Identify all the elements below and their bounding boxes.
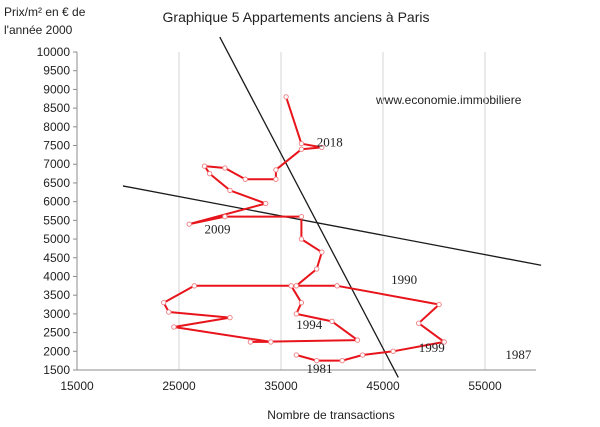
data-point (314, 357, 320, 364)
y-tick-label: 4000 (43, 269, 70, 283)
data-point (161, 300, 167, 306)
data-point (186, 221, 192, 227)
y-tick-label: 5500 (43, 213, 70, 227)
data-point (288, 283, 294, 289)
data-point (222, 165, 228, 171)
y-tick-label: 3500 (43, 288, 70, 302)
data-point (298, 213, 305, 220)
y-tick-label: 8000 (43, 120, 70, 134)
data-point (319, 249, 325, 255)
data-point (354, 337, 361, 343)
y-tick-label: 1500 (43, 363, 70, 377)
data-point (273, 176, 279, 182)
data-point (334, 283, 340, 289)
year-annotation: 2018 (317, 134, 343, 149)
data-point (339, 357, 345, 364)
data-point (206, 170, 213, 177)
data-point (298, 146, 305, 152)
data-point (222, 213, 228, 220)
y-tick-label: 8500 (43, 101, 70, 115)
data-point (314, 266, 320, 272)
data-point (293, 311, 299, 317)
data-point (293, 352, 299, 358)
trend-line (219, 36, 399, 378)
y-tick-label: 9500 (43, 64, 70, 78)
data-point (171, 324, 177, 330)
data-point (273, 167, 279, 173)
y-tick-label: 6500 (43, 176, 70, 190)
y-tick-label: 10000 (37, 45, 71, 59)
data-point (293, 283, 299, 289)
data-point (263, 200, 269, 207)
x-axis-label: Nombre de transactions (267, 408, 394, 422)
y-tick-label: 2000 (43, 344, 70, 358)
year-annotation: 1990 (391, 272, 417, 287)
data-point (227, 314, 233, 321)
year-annotation: 1981 (307, 361, 333, 376)
x-tick-label: 45000 (366, 379, 400, 393)
y-tick-label: 4500 (43, 251, 70, 265)
y-tick-label: 3000 (43, 307, 70, 321)
y-tick-label: 2500 (43, 326, 70, 340)
chart-title: Graphique 5 Appartements anciens à Paris (163, 9, 430, 25)
y-axis-label-line2: l'année 2000 (4, 23, 73, 37)
y-tick-label: 7500 (43, 139, 70, 153)
data-point (436, 301, 442, 308)
year-annotation: 2009 (205, 221, 231, 236)
year-annotation: 1994 (296, 317, 323, 332)
data-point (268, 339, 274, 345)
year-annotation: 1987 (505, 347, 532, 362)
data-point (298, 300, 305, 306)
data-point (298, 236, 305, 242)
data-point (416, 320, 422, 326)
watermark: www.economie.immobiliere (375, 93, 522, 107)
x-tick-label: 35000 (264, 379, 298, 393)
data-point (359, 352, 366, 358)
y-tick-label: 5000 (43, 232, 70, 246)
data-point (390, 348, 396, 354)
series-line (162, 96, 446, 362)
year-annotation: 1999 (419, 340, 445, 355)
data-point (166, 309, 172, 315)
data-point (441, 339, 447, 345)
data-point (319, 144, 325, 151)
data-point (283, 94, 289, 100)
data-point (242, 176, 248, 182)
x-tick-label: 25000 (162, 379, 196, 393)
data-point (201, 163, 208, 169)
x-tick-label: 55000 (468, 379, 502, 393)
y-tick-label: 6000 (43, 195, 70, 209)
data-point (247, 339, 254, 345)
data-point (227, 187, 233, 194)
trend-line (122, 185, 542, 266)
x-tick-label: 15000 (60, 379, 94, 393)
data-point (329, 318, 335, 325)
y-axis-label-line1: Prix/m² en € de (4, 5, 86, 19)
y-tick-label: 7000 (43, 157, 70, 171)
data-point (191, 283, 197, 289)
y-tick-label: 9000 (43, 82, 70, 96)
data-point (298, 141, 305, 147)
